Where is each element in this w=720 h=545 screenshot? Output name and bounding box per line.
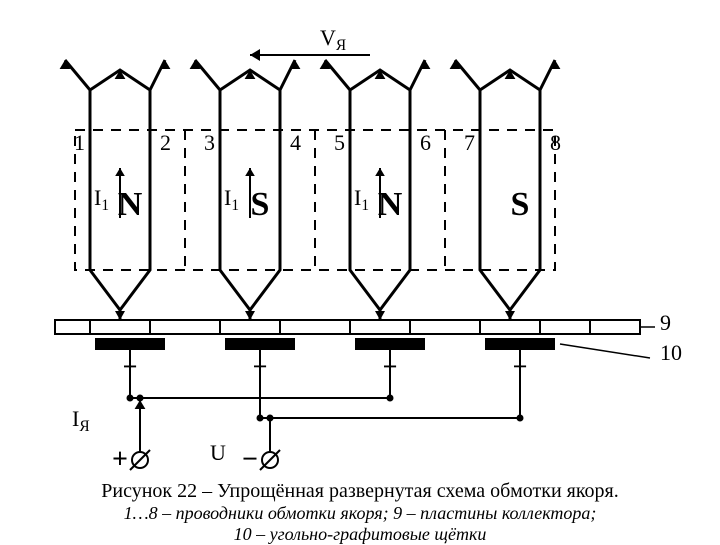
svg-text:U: U	[210, 440, 226, 465]
caption-main: Рисунок 22 – Упрощённая развернутая схем…	[0, 480, 720, 503]
svg-text:I1: I1	[354, 185, 369, 214]
svg-text:6: 6	[420, 130, 431, 155]
svg-text:S: S	[511, 186, 530, 223]
caption-sub2: 10 – угольно-графитовые щётки	[0, 524, 720, 545]
svg-text:I1: I1	[224, 185, 239, 214]
svg-text:10: 10	[660, 340, 682, 365]
svg-text:2: 2	[160, 130, 171, 155]
svg-text:3: 3	[204, 130, 215, 155]
svg-text:9: 9	[660, 310, 671, 335]
svg-text:4: 4	[290, 130, 301, 155]
svg-text:IЯ: IЯ	[72, 406, 90, 435]
svg-text:8: 8	[550, 130, 561, 155]
armature-winding-diagram: VЯNSNS12345678I1I1I1+−+−910+−UIЯ	[0, 0, 720, 480]
svg-text:N: N	[378, 186, 403, 223]
caption-sub1: 1…8 – проводники обмотки якоря; 9 – плас…	[0, 503, 720, 524]
svg-text:VЯ: VЯ	[320, 25, 346, 54]
svg-text:7: 7	[464, 130, 475, 155]
svg-text:+: +	[112, 444, 128, 475]
svg-text:N: N	[118, 186, 143, 223]
svg-text:−: −	[242, 444, 258, 475]
svg-text:I1: I1	[94, 185, 109, 214]
svg-text:S: S	[251, 186, 270, 223]
svg-text:5: 5	[334, 130, 345, 155]
svg-text:1: 1	[74, 130, 85, 155]
